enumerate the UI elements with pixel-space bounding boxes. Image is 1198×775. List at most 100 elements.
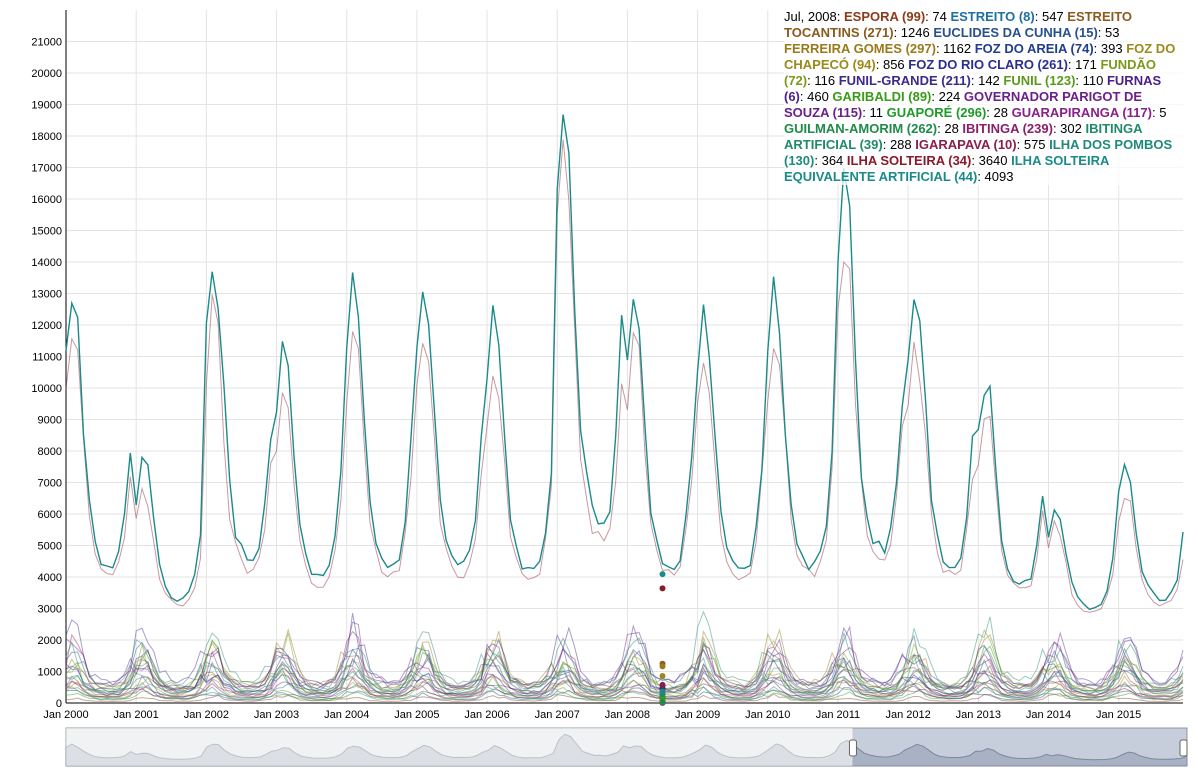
legend-series-value: : 53: [1097, 25, 1120, 40]
legend-item: ESPORA (99): 74: [844, 9, 947, 24]
legend-series-value: : 547: [1034, 9, 1064, 24]
legend-item: IGARAPAVA (10): 575: [911, 137, 1045, 152]
legend-series-name: FERREIRA GOMES (297): [784, 41, 936, 56]
legend-series-name: FOZ DO RIO CLARO (261): [904, 57, 1068, 72]
legend-item: ESTREITO TOCANTINS (271): 1246: [784, 9, 1132, 40]
y-axis: 0 1000 2000 3000 4000 5000 6000 7000 8000 9000 100…: [31, 10, 67, 710]
legend-series-name: ILHA DOS POMBOS (130): [784, 137, 1173, 168]
legend-series-name: ESTREITO TOCANTINS (271): [784, 9, 1133, 40]
legend-series-name: GARIBALDI (89): [828, 89, 932, 104]
series-line: [65, 654, 1184, 697]
legend-item: FOZ DO AREIA (74): 393: [971, 41, 1123, 56]
legend-series-name: ESTREITO (8): [946, 9, 1035, 24]
series-line: [65, 648, 1184, 695]
series-line: [65, 627, 1184, 691]
legend-header: Jul, 2008:: [784, 9, 841, 24]
legend-item: IBITINGA ARTIFICIAL (39): 288: [784, 121, 1142, 152]
y-tick-label: 7000: [38, 478, 62, 490]
series-line: [65, 685, 1184, 701]
x-tick-label: Jan 2010: [745, 709, 790, 721]
legend-series-value: : 1162: [935, 41, 972, 56]
series-line: [65, 674, 1184, 699]
x-tick-label: Jan 2013: [956, 709, 1001, 721]
legend-series-name: ESPORA (99): [844, 9, 926, 24]
y-tick-label: 14000: [31, 257, 62, 269]
legend-series-name: GOVERNADOR PARIGOT DE SOUZA (115): [784, 89, 1143, 120]
y-tick-label: 8000: [38, 446, 62, 458]
series-line: [65, 613, 1184, 688]
legend-series-name: FOZ DO AREIA (74): [971, 41, 1094, 56]
highlight-point: [659, 673, 666, 680]
y-tick-label: 21000: [31, 37, 62, 49]
legend-item: GUAPORÉ (296): 28: [883, 105, 1008, 120]
legend-series-value: : 3640: [971, 153, 1008, 168]
highlight-point: [659, 571, 666, 578]
legend-item: ILHA SOLTEIRA (34): 3640: [843, 153, 1008, 168]
legend-series-value: : 28: [937, 121, 959, 136]
highlight-point: [659, 663, 666, 670]
range-selector-handle[interactable]: [1179, 739, 1188, 757]
x-tick-label: Jan 2009: [675, 709, 720, 721]
legend-item: EUCLIDES DA CUNHA (15): 53: [930, 25, 1120, 40]
legend-series-name: ILHA SOLTEIRA (34): [843, 153, 972, 168]
legend-item: GUILMAN-AMORIM (262): 28: [784, 121, 959, 136]
y-tick-label: 18000: [31, 131, 62, 143]
range-selector-handle[interactable]: [848, 739, 857, 757]
legend-series-value: : 28: [986, 105, 1008, 120]
legend-series-value: : 4093: [977, 169, 1014, 184]
series-line: [65, 670, 1184, 698]
legend-item: FUNIL-GRANDE (211): 142: [835, 73, 1000, 88]
legend-item: FURNAS (6): 460: [784, 73, 1161, 104]
legend-series-value: : 110: [1075, 73, 1104, 88]
highlight-point: [659, 681, 666, 688]
range-selector-window[interactable]: [852, 728, 1187, 766]
highlight-point: [659, 585, 666, 592]
legend-series-value: : 74: [925, 9, 947, 24]
x-tick-label: Jan 2001: [114, 709, 159, 721]
y-tick-label: 10000: [31, 383, 62, 395]
legend-series-value: : 224: [931, 89, 961, 104]
legend-item: IBITINGA (239): 302: [959, 121, 1081, 136]
x-tick-label: Jan 2006: [464, 709, 509, 721]
y-tick-label: 1000: [38, 667, 62, 679]
legend-series-name: FUNIL-GRANDE (211): [835, 73, 971, 88]
legend-item: GOVERNADOR PARIGOT DE SOUZA (115): 11: [784, 89, 1142, 120]
series-line: [65, 621, 1184, 690]
legend-item: GARIBALDI (89): 224: [829, 89, 960, 104]
y-tick-label: 0: [56, 698, 62, 710]
legend-series-value: : 142: [970, 73, 1000, 88]
legend-series-value: : 288: [882, 137, 912, 152]
series-lines: [65, 114, 1184, 703]
x-tick-label: Jan 2002: [184, 709, 229, 721]
x-tick-label: Jan 2000: [43, 709, 88, 721]
y-tick-label: 15000: [31, 226, 62, 238]
series-line: [65, 656, 1184, 697]
series-line: [65, 667, 1184, 698]
range-selector[interactable]: [65, 727, 1188, 767]
series-line: [65, 685, 1184, 701]
legend-series-value: : 393: [1093, 41, 1123, 56]
legend-series-name: FURNAS (6): [784, 73, 1162, 104]
y-tick-label: 2000: [38, 635, 62, 647]
series-line: [65, 675, 1184, 700]
legend-series-value: : 11: [862, 105, 883, 120]
x-tick-label: Jan 2012: [886, 709, 931, 721]
legend-item: FUNDÃO (72): 116: [784, 57, 1156, 88]
legend-series-value: : 5: [1151, 105, 1167, 120]
x-tick-label: Jan 2015: [1096, 709, 1141, 721]
y-tick-label: 12000: [31, 320, 62, 332]
series-line: [65, 645, 1184, 695]
legend-item: ILHA SOLTEIRA EQUIVALENTE ARTIFICIAL (44…: [784, 153, 1109, 184]
legend-item: FOZ DO RIO CLARO (261): 171: [905, 57, 1097, 72]
legend-series-name: IGARAPAVA (10): [911, 137, 1017, 152]
highlight-points: [659, 571, 666, 706]
highlight-point: [659, 688, 666, 695]
y-tick-label: 3000: [38, 604, 62, 616]
y-tick-label: 4000: [38, 572, 62, 584]
series-line: [65, 139, 1184, 613]
y-tick-label: 9000: [38, 415, 62, 427]
legend-series-name: GUILMAN-AMORIM (262): [784, 121, 938, 136]
legend-series-name: FUNDÃO (72): [784, 57, 1157, 88]
x-tick-label: Jan 2008: [605, 709, 650, 721]
